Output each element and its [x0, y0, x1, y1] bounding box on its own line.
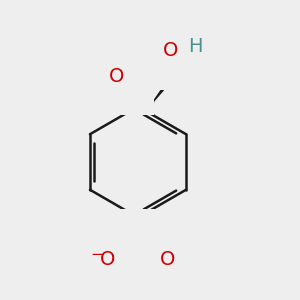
Text: O: O — [109, 67, 125, 86]
Text: N: N — [131, 238, 145, 257]
Text: +: + — [144, 234, 155, 248]
Text: O: O — [163, 41, 179, 61]
Text: O: O — [100, 250, 116, 269]
Text: O: O — [160, 250, 176, 269]
Text: −: − — [90, 247, 103, 262]
Text: H: H — [188, 37, 202, 56]
Polygon shape — [153, 75, 176, 102]
